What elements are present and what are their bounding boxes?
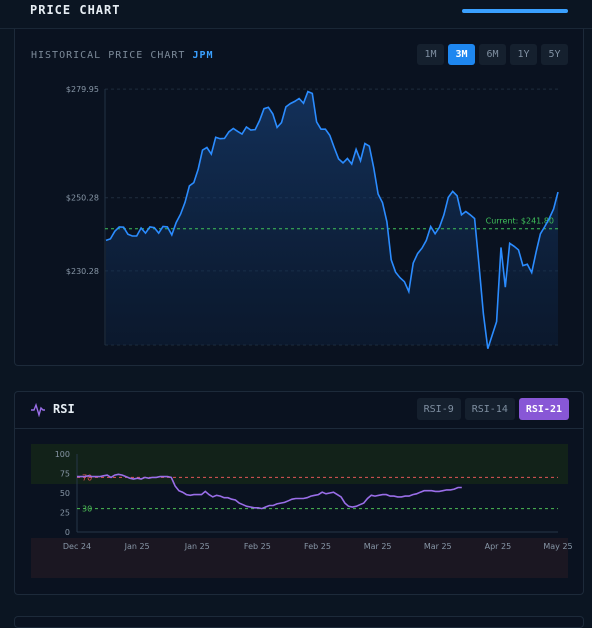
next-panel [14,616,584,628]
rsi-line [77,473,462,510]
overbought-label: 70 [82,473,92,482]
price-chart: $279.95 $250.28 $230.28 Current: $241.80 [66,85,559,349]
activity-icon [31,403,45,417]
rsi-y-tick-label: 50 [60,489,70,498]
rsi-x-tick-label: Dec 24 [63,542,91,551]
rsi-14-button[interactable]: RSI-14 [464,398,515,420]
header-divider [0,28,592,29]
rsi-x-tick-label: Mar 25 [424,542,452,551]
price-y-tick-label: $279.95 [66,85,99,94]
rsi-title: RSI [53,402,75,416]
current-price-label: Current: $241.80 [486,217,554,226]
header-accent-bar [462,9,568,13]
rsi-21-button[interactable]: RSI-21 [518,398,569,420]
rsi-period-selector: RSI-9 RSI-14 RSI-21 [416,398,569,420]
rsi-x-tick-label: May 25 [543,542,572,551]
rsi-header: RSI RSI-9 RSI-14 RSI-21 [15,392,583,429]
rsi-9-button[interactable]: RSI-9 [416,398,461,420]
price-y-tick-label: $230.28 [66,267,99,276]
rsi-y-tick-label: 75 [60,470,70,479]
price-y-tick-label: $250.28 [66,194,99,203]
rsi-x-tick-label: Apr 25 [485,542,512,551]
range-selector: 1M 3M 6M 1Y 5Y [417,44,568,65]
range-button-6m[interactable]: 6M [479,44,506,65]
rsi-x-tick-label: Mar 25 [364,542,392,551]
rsi-x-tick-label: Jan 25 [124,542,150,551]
rsi-y-tick-label: 25 [60,509,70,518]
range-button-1m[interactable]: 1M [417,44,444,65]
ticker-symbol: JPM [192,50,214,61]
price-area-fill [106,91,558,349]
range-button-3m[interactable]: 3M [448,44,475,65]
subtitle-text: HISTORICAL PRICE CHART [31,50,186,61]
price-chart-panel: HISTORICAL PRICE CHART JPM 1M 3M 6M 1Y 5… [14,29,584,366]
price-chart-subtitle: HISTORICAL PRICE CHART JPM [31,50,214,61]
rsi-chart: 100 75 50 25 0 Dec 24 Jan 25 Jan 25 Feb 25 Feb 2… [31,444,573,578]
rsi-y-tick-label: 0 [65,528,70,537]
price-line [105,90,559,349]
oversold-zone [31,538,568,578]
rsi-y-tick-label: 100 [55,450,70,459]
range-button-1y[interactable]: 1Y [510,44,537,65]
rsi-x-tick-label: Feb 25 [304,542,331,551]
page-title: PRICE CHART [30,3,121,17]
rsi-x-tick-label: Feb 25 [244,542,271,551]
oversold-label: 30 [82,505,92,514]
rsi-panel: RSI RSI-9 RSI-14 RSI-21 100 75 50 25 0 Dec 2… [14,391,584,595]
rsi-x-tick-label: Jan 25 [184,542,210,551]
range-button-5y[interactable]: 5Y [541,44,568,65]
